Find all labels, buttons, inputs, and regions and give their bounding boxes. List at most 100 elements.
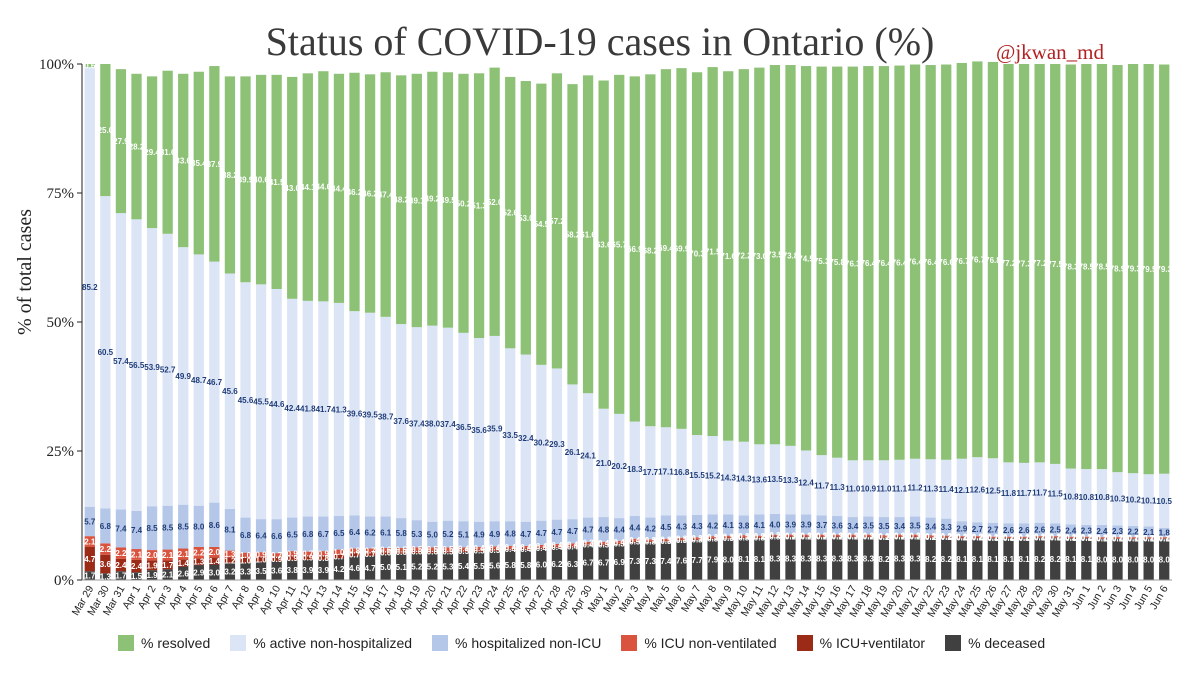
- bar-icu-non-ventilated: [333, 549, 345, 555]
- data-label-icu-ventilator: 0.1: [1128, 534, 1140, 543]
- bar-hospitalized-non-icu: [489, 521, 500, 547]
- data-label-icu-non-ventilated: 0.2: [987, 533, 999, 542]
- data-label-resolved: 76.4: [876, 259, 892, 268]
- data-label-active-non-hospitalized: 29.3: [549, 440, 565, 449]
- data-label-hospitalized-non-icu: 6.8: [100, 522, 112, 531]
- bar-deceased: [1127, 538, 1139, 580]
- data-label-icu-non-ventilated: 0.2: [956, 533, 968, 542]
- data-label-active-non-hospitalized: 32.4: [518, 434, 534, 443]
- bar-icu-ventilator: [333, 554, 345, 559]
- bar-resolved: [115, 69, 127, 214]
- bar-resolved: [489, 67, 500, 336]
- data-label-icu-ventilator: 0.2: [847, 533, 859, 542]
- bar-active-non-hospitalized: [614, 413, 625, 519]
- data-label-hospitalized-non-icu: 3.4: [847, 522, 859, 531]
- bar-icu-non-ventilated: [1159, 537, 1170, 539]
- data-label-icu-non-ventilated: 0.3: [707, 533, 719, 542]
- data-label-hospitalized-non-icu: 2.4: [1096, 527, 1108, 536]
- data-label-hospitalized-non-icu: 2.3: [1081, 527, 1093, 536]
- bar-deceased: [115, 571, 127, 580]
- bar-resolved: [271, 74, 282, 289]
- bar-icu-ventilator: [956, 537, 967, 539]
- bar-resolved: [1112, 65, 1123, 473]
- bar-icu-ventilator: [473, 549, 485, 552]
- data-label-active-non-hospitalized: 10.8: [1079, 493, 1095, 502]
- data-label-deceased: 6.3: [567, 560, 579, 569]
- data-label-icu-ventilator: 0.1: [1019, 534, 1031, 543]
- bar-icu-ventilator: [115, 558, 127, 572]
- data-label-icu-ventilator: 1.4: [209, 557, 221, 566]
- bar-hospitalized-non-icu: [878, 517, 890, 536]
- data-label-icu-non-ventilated: 0.3: [847, 531, 859, 540]
- bar-hospitalized-non-icu: [691, 514, 703, 538]
- bar-icu-non-ventilated: [1127, 537, 1139, 539]
- bar-resolved: [396, 75, 407, 325]
- data-label-resolved: 76.7: [954, 257, 970, 266]
- data-label-hospitalized-non-icu: 5.1: [458, 530, 470, 539]
- data-label-icu-non-ventilated: 1.3: [224, 550, 236, 559]
- bar-icu-non-ventilated: [1096, 537, 1108, 539]
- data-label-icu-non-ventilated: 1.0: [240, 551, 252, 560]
- bar-deceased: [489, 551, 500, 580]
- legend-swatch: [230, 635, 247, 651]
- legend-item-active-non-hospitalized: % active non-hospitalized: [230, 635, 412, 651]
- data-label-active-non-hospitalized: 45.6: [222, 387, 238, 396]
- bar-hospitalized-non-icu: [427, 521, 438, 548]
- bar-hospitalized-non-icu: [723, 514, 734, 536]
- data-label-active-non-hospitalized: 11.0: [845, 485, 861, 494]
- data-label-resolved: 79.3: [1125, 265, 1141, 274]
- bar-active-non-hospitalized: [302, 300, 313, 517]
- bar-active-non-hospitalized: [100, 196, 111, 509]
- data-label-deceased: 1.5: [131, 572, 143, 581]
- bar-deceased: [333, 558, 345, 580]
- data-label-resolved: 63.6: [596, 241, 612, 250]
- legend-label: % ICU non-ventilated: [644, 635, 777, 651]
- data-label-icu-ventilator: 0.2: [832, 533, 844, 542]
- data-label-icu-ventilator: 0.5: [489, 546, 501, 555]
- data-label-active-non-hospitalized: 35.6: [471, 426, 487, 435]
- data-label-hospitalized-non-icu: 1.8: [1159, 529, 1171, 538]
- data-label-icu-ventilator: 0.2: [941, 533, 953, 542]
- bar-icu-non-ventilated: [131, 549, 142, 560]
- bar-icu-ventilator: [800, 536, 812, 538]
- bar-hospitalized-non-icu: [629, 516, 640, 539]
- bar-icu-non-ventilated: [598, 541, 609, 544]
- data-label-resolved: 25.6: [98, 126, 114, 135]
- data-label-deceased: 7.7: [692, 556, 704, 565]
- bar-deceased: [847, 537, 858, 580]
- data-label-icu-non-ventilated: 0.5: [396, 545, 408, 554]
- bar-deceased: [427, 553, 438, 580]
- bar-active-non-hospitalized: [1096, 469, 1108, 525]
- bar-deceased: [162, 569, 173, 580]
- data-label-icu-non-ventilated: 2.0: [209, 548, 221, 557]
- data-label-resolved: 75.8: [829, 258, 845, 267]
- data-label-resolved: 78.3: [1063, 263, 1079, 272]
- bar-active-non-hospitalized: [255, 284, 267, 520]
- data-label-resolved: 44.4: [331, 184, 347, 193]
- bar-icu-ventilator: [1065, 537, 1076, 539]
- bar-resolved: [240, 76, 251, 283]
- legend-label: % active non-hospitalized: [253, 635, 413, 651]
- bar-icu-non-ventilated: [349, 548, 360, 553]
- bar-deceased: [505, 550, 516, 580]
- bar-resolved: [847, 66, 858, 461]
- bar-deceased: [100, 573, 111, 580]
- bar-icu-non-ventilated: [115, 547, 127, 559]
- data-label-deceased: 5.1: [396, 563, 408, 572]
- bar-deceased: [582, 545, 594, 580]
- bar-deceased: [863, 537, 874, 580]
- data-label-hospitalized-non-icu: 6.2: [365, 529, 377, 538]
- data-label-deceased: 8.2: [1034, 555, 1046, 564]
- data-label-hospitalized-non-icu: 8.0: [193, 522, 205, 531]
- bar-icu-ventilator: [1127, 538, 1139, 539]
- bar-deceased: [691, 540, 703, 580]
- bar-icu-ventilator: [1081, 537, 1092, 539]
- bar-icu-non-ventilated: [146, 550, 158, 561]
- bar-resolved: [676, 68, 687, 429]
- bar-icu-ventilator: [364, 552, 376, 556]
- bar-hospitalized-non-icu: [224, 508, 236, 551]
- data-label-hospitalized-non-icu: 5.0: [427, 531, 439, 540]
- data-label-hospitalized-non-icu: 2.6: [1019, 526, 1031, 535]
- data-label-hospitalized-non-icu: 3.5: [863, 522, 875, 531]
